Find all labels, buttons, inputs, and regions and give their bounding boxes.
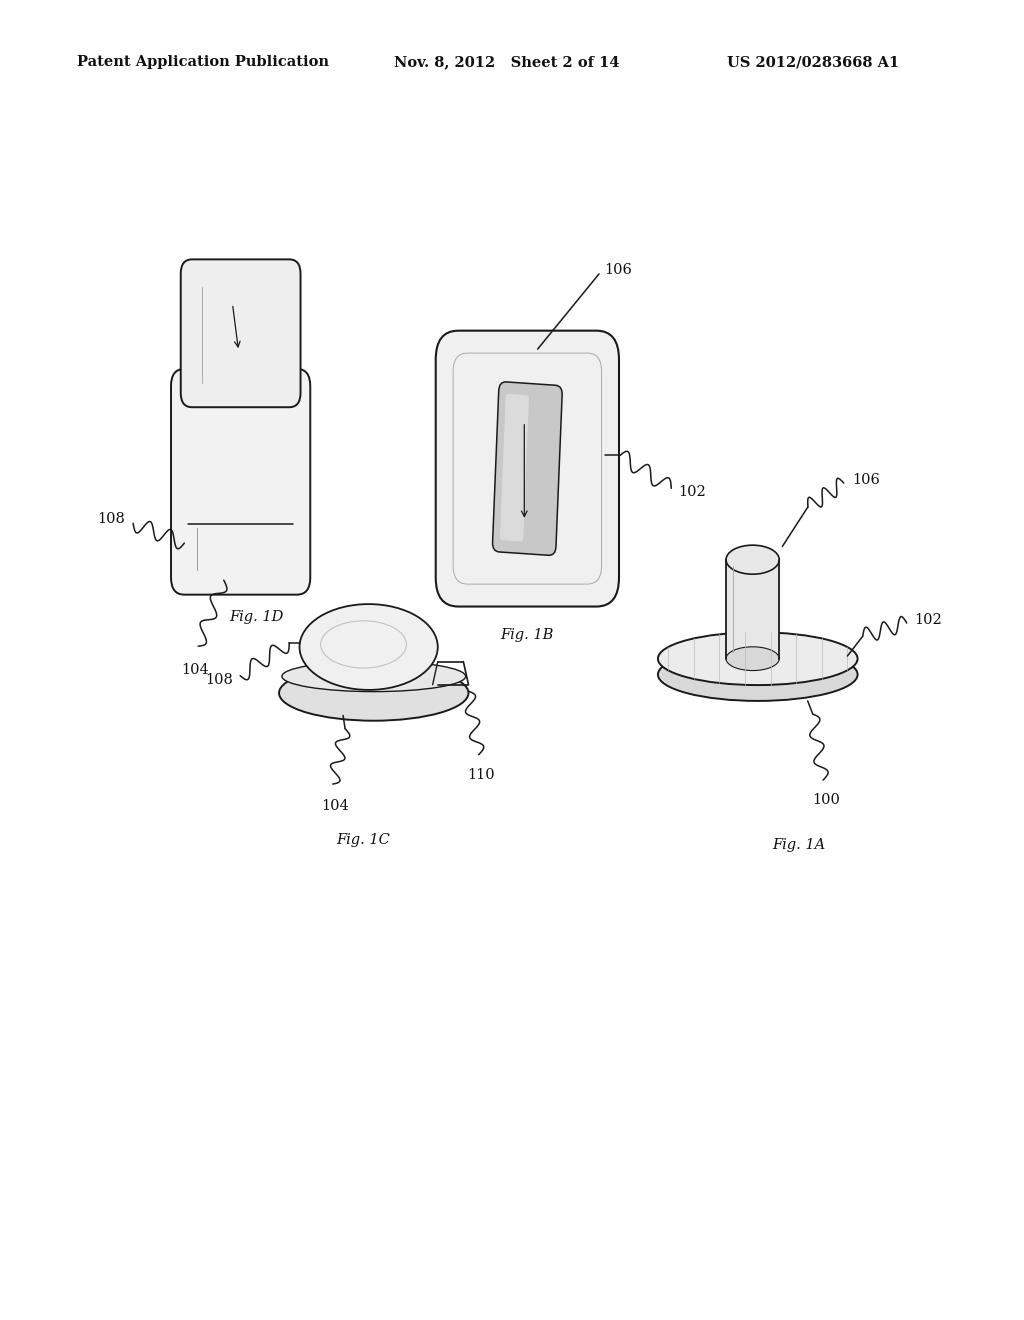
Ellipse shape bbox=[726, 647, 779, 671]
FancyBboxPatch shape bbox=[180, 260, 301, 407]
Text: 106: 106 bbox=[852, 474, 880, 487]
Ellipse shape bbox=[282, 661, 466, 692]
Text: Fig. 1B: Fig. 1B bbox=[501, 628, 554, 642]
Ellipse shape bbox=[726, 545, 779, 574]
FancyBboxPatch shape bbox=[436, 330, 618, 607]
Text: US 2012/0283668 A1: US 2012/0283668 A1 bbox=[727, 55, 899, 69]
Text: Fig. 1C: Fig. 1C bbox=[337, 833, 390, 847]
FancyBboxPatch shape bbox=[171, 370, 310, 594]
Text: 106: 106 bbox=[604, 263, 632, 277]
Text: Fig. 1A: Fig. 1A bbox=[772, 838, 825, 853]
Text: 104: 104 bbox=[321, 799, 349, 813]
Text: 108: 108 bbox=[205, 673, 232, 686]
Text: 110: 110 bbox=[467, 768, 495, 781]
Polygon shape bbox=[726, 560, 779, 659]
Text: 108: 108 bbox=[97, 512, 125, 527]
Ellipse shape bbox=[657, 632, 858, 685]
Text: Nov. 8, 2012   Sheet 2 of 14: Nov. 8, 2012 Sheet 2 of 14 bbox=[394, 55, 620, 69]
Text: Patent Application Publication: Patent Application Publication bbox=[77, 55, 329, 69]
Text: 102: 102 bbox=[914, 614, 942, 627]
Text: 102: 102 bbox=[678, 486, 707, 499]
Ellipse shape bbox=[279, 665, 469, 721]
Text: 104: 104 bbox=[181, 663, 209, 677]
Ellipse shape bbox=[657, 648, 858, 701]
Text: 100: 100 bbox=[812, 793, 840, 808]
Text: Fig. 1D: Fig. 1D bbox=[228, 610, 284, 624]
FancyBboxPatch shape bbox=[500, 393, 529, 541]
FancyBboxPatch shape bbox=[493, 381, 562, 556]
Ellipse shape bbox=[299, 605, 438, 690]
